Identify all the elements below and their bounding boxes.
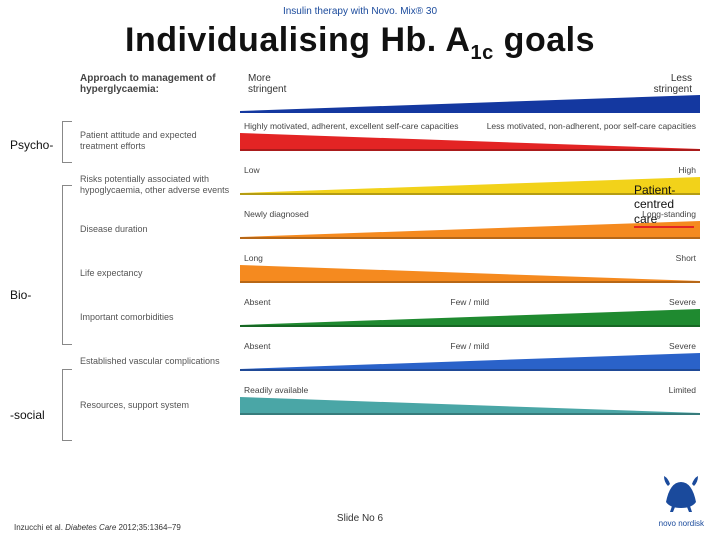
wedge-labels: Low High — [240, 165, 700, 175]
wedge-right-label: Severe — [669, 297, 696, 307]
bracket-social — [62, 369, 72, 441]
factor-label: Risks potentially associated with hypogl… — [80, 174, 230, 195]
citation-suffix: 2012;35:1364–79 — [116, 523, 181, 532]
wedge-right-label: Limited — [669, 385, 696, 395]
wedge-right-label: High — [679, 165, 696, 175]
wedge-wrap: Absent Few / mild Severe — [240, 297, 700, 337]
side-label-psycho: Psycho- — [10, 138, 53, 152]
wedge-labels: Readily available Limited — [240, 385, 700, 395]
bracket-psycho — [62, 121, 72, 163]
wedge-wrap: Long Short — [240, 253, 700, 293]
wedge-left-label: Absent — [244, 341, 270, 351]
wedge-wrap: Highly motivated, adherent, excellent se… — [240, 121, 700, 161]
patient-centred-label: Patient-centred care — [634, 183, 694, 228]
wedge-right-label: Less motivated, non-adherent, poor self-… — [487, 121, 696, 131]
bull-icon — [660, 472, 702, 512]
chart-area: Psycho- Bio- -social Approach to managem… — [80, 73, 700, 453]
wedge-shape — [240, 133, 700, 151]
wedge-wrap: Newly diagnosedLong-standing — [240, 209, 700, 249]
factor-row: Important comorbidities Absent Few / mild S… — [80, 295, 700, 339]
stringency-right: Less stringent — [654, 73, 692, 95]
wedge-wrap: Absent Few / mild Severe — [240, 341, 700, 381]
wedge-mid-label: Few / mild — [450, 297, 489, 307]
factor-label: Established vascular complications — [80, 356, 230, 366]
wedge-right-label: Short — [676, 253, 696, 263]
slide-number: Slide No 6 — [337, 513, 383, 524]
factor-label: Resources, support system — [80, 400, 230, 410]
page-title: Individualising Hb. A1c goals — [0, 21, 720, 65]
wedge-labels: Absent Few / mild Severe — [240, 341, 700, 351]
citation-journal: Diabetes Care — [65, 523, 116, 532]
approach-row: Approach to management of hyperglycaemia… — [80, 73, 700, 113]
wedge-left-label: Absent — [244, 297, 270, 307]
wedge-labels: Absent Few / mild Severe — [240, 297, 700, 307]
factor-label: Important comorbidities — [80, 312, 230, 322]
bracket-bio — [62, 185, 72, 345]
wedge-labels: Newly diagnosedLong-standing — [240, 209, 700, 219]
factor-row: Patient attitude and expected treatment … — [80, 119, 700, 163]
factor-row: Life expectancy Long Short — [80, 251, 700, 295]
wedge-wrap: Readily available Limited — [240, 385, 700, 425]
wedge-shape — [240, 265, 700, 283]
side-label-social: -social — [10, 408, 45, 422]
factor-rows: Patient attitude and expected treatment … — [80, 119, 700, 427]
factor-row: Resources, support system Readily availab… — [80, 383, 700, 427]
wedge-left-label: Newly diagnosed — [244, 209, 309, 219]
wedge-wrap: Low High — [240, 165, 700, 205]
wedge-left-label: Low — [244, 165, 260, 175]
wedge-left-label: Highly motivated, adherent, excellent se… — [244, 121, 459, 131]
header-strip: Insulin therapy with Novo. Mix® 30 — [0, 0, 720, 17]
logo-text: novo nordisk — [659, 519, 704, 528]
factor-label: Disease duration — [80, 224, 230, 234]
factor-row: Established vascular complications Absent… — [80, 339, 700, 383]
factor-row: Disease duration Newly diagnosedLong-stan… — [80, 207, 700, 251]
wedge-left-label: Readily available — [244, 385, 308, 395]
header-wedge — [240, 95, 700, 113]
wedge-labels: Long Short — [240, 253, 700, 263]
stringency-left: More stringent — [248, 73, 286, 95]
logo: novo nordisk — [659, 472, 704, 528]
wedge-right-label: Severe — [669, 341, 696, 351]
approach-label: Approach to management of hyperglycaemia… — [80, 73, 230, 95]
wedge-mid-label: Few / mild — [450, 341, 489, 351]
citation: Inzucchi et al. Diabetes Care 2012;35:13… — [14, 523, 181, 532]
wedge-shape — [240, 353, 700, 371]
factor-label: Life expectancy — [80, 268, 230, 278]
factor-row: Risks potentially associated with hypogl… — [80, 163, 700, 207]
wedge-left-label: Long — [244, 253, 263, 263]
stringency-labels: More stringent Less stringent — [240, 73, 700, 95]
wedge-shape — [240, 309, 700, 327]
wedge-shape — [240, 177, 700, 195]
wedge-labels: Highly motivated, adherent, excellent se… — [240, 121, 700, 131]
side-label-bio: Bio- — [10, 288, 31, 302]
citation-prefix: Inzucchi et al. — [14, 523, 65, 532]
wedge-shape — [240, 397, 700, 415]
wedge-shape — [240, 221, 700, 239]
factor-label: Patient attitude and expected treatment … — [80, 130, 230, 151]
